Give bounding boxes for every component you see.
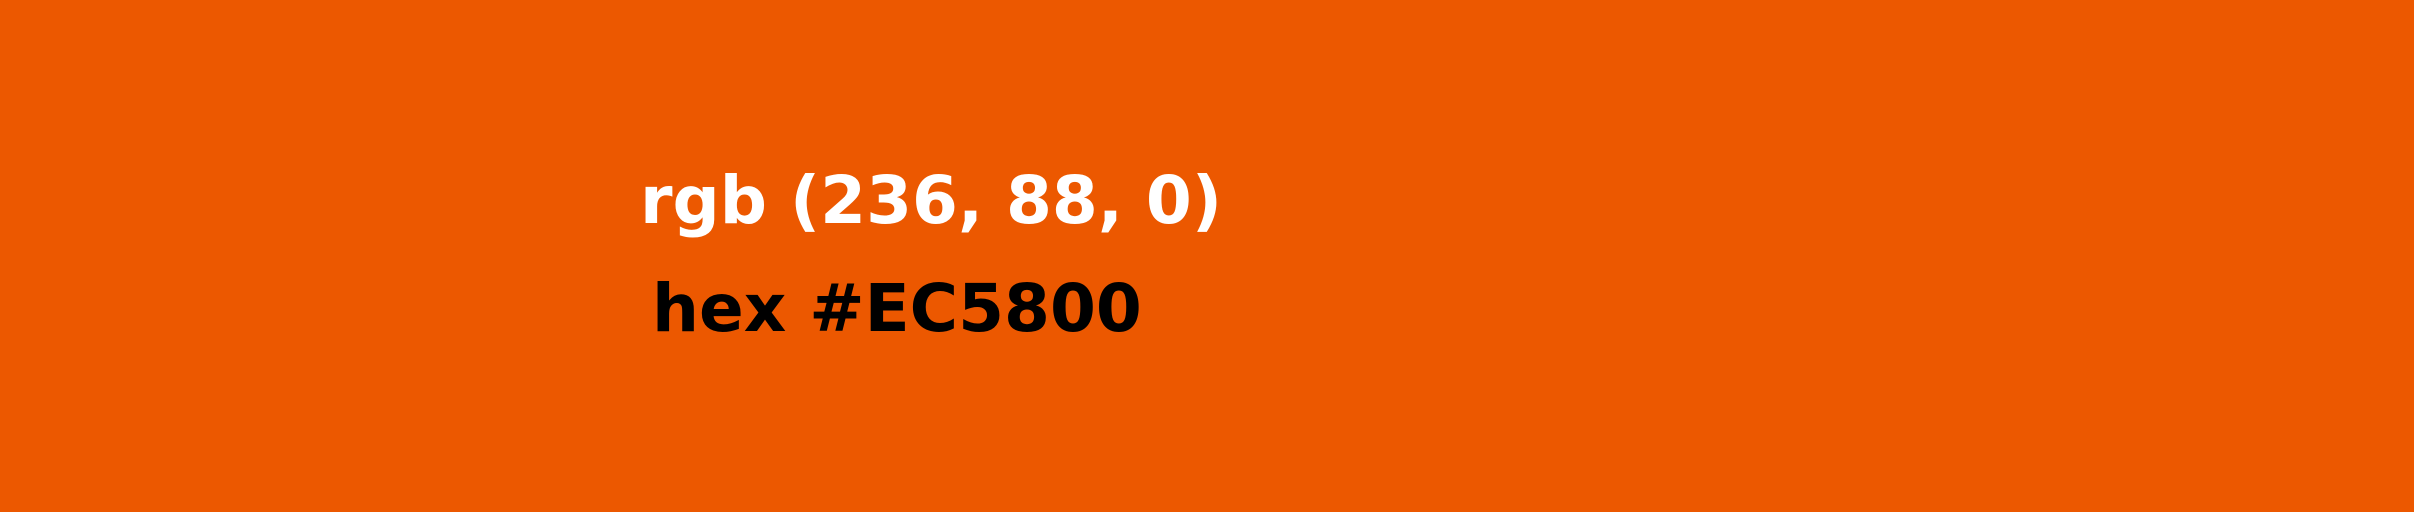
- hex-value-label: hex #EC5800: [652, 270, 1142, 347]
- rgb-value-label: rgb (236, 88, 0): [640, 162, 1222, 239]
